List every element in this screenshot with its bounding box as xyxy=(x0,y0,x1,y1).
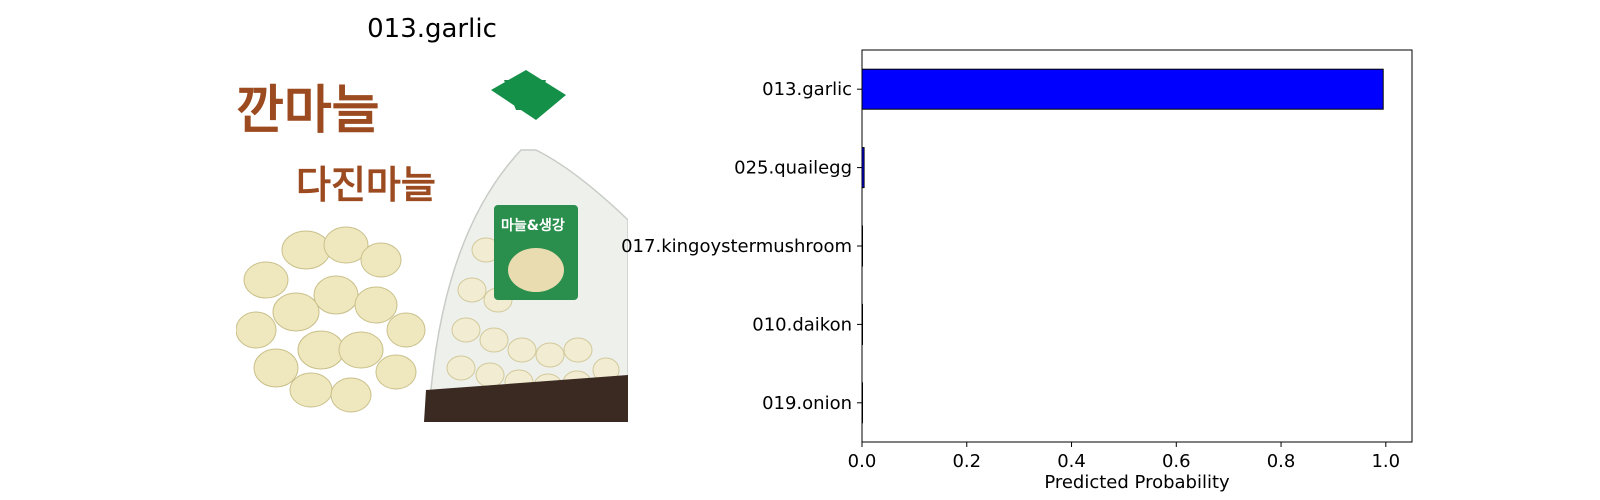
x-axis-label: Predicted Probability xyxy=(1044,472,1230,493)
garlic-photo-illustration: 깐마늘 다진마늘 xyxy=(236,70,628,422)
y-tick-label: 010.daikon xyxy=(752,314,852,335)
package-text-top: 깐마늘 xyxy=(236,80,380,141)
y-tick-label: 017.kingoystermushroom xyxy=(621,236,852,257)
bag-label-text: 마늘&생강 xyxy=(501,217,565,234)
bar-010.daikon xyxy=(861,303,863,345)
x-tick-label: 0.4 xyxy=(1057,451,1086,472)
y-tick-label: 013.garlic xyxy=(762,79,852,100)
product-photo: 깐마늘 다진마늘 xyxy=(236,50,628,442)
x-tick-label: 0.8 xyxy=(1267,451,1296,472)
bar-019.onion xyxy=(861,382,863,424)
x-tick-label: 1.0 xyxy=(1371,451,1400,472)
bar-017.kingoystermushroom xyxy=(861,225,863,267)
image-title: 013.garlic xyxy=(367,14,497,44)
package-text-mid: 다진마늘 xyxy=(296,162,436,207)
garlic-cloves-pile xyxy=(236,226,426,413)
bar-013.garlic xyxy=(861,68,1384,110)
x-tick-label: 0.6 xyxy=(1162,451,1191,472)
garlic-bag: 마늘&생강 xyxy=(424,70,628,422)
y-tick-label: 019.onion xyxy=(762,393,852,414)
x-tick-label: 0.2 xyxy=(952,451,981,472)
bar-025.quailegg xyxy=(861,147,865,189)
y-tick-label: 025.quailegg xyxy=(734,158,852,179)
x-tick-label: 0.0 xyxy=(848,451,877,472)
